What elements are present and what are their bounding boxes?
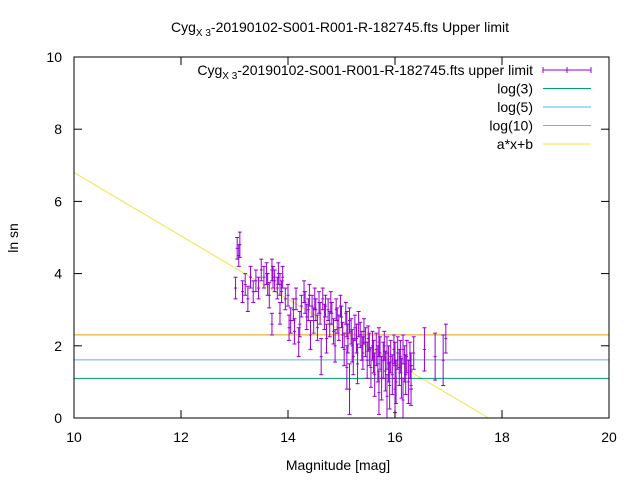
y-tick-label: 8: [54, 121, 62, 137]
x-axis-label: Magnitude [mag]: [286, 457, 390, 473]
data-point: [283, 287, 288, 311]
data-point: [253, 269, 258, 293]
data-point: [307, 283, 312, 307]
data-point: [384, 336, 389, 370]
data-point: [333, 329, 338, 363]
legend-label-subscript: X 3: [222, 71, 237, 82]
data-point: [318, 301, 323, 325]
data-point: [401, 377, 406, 418]
data-point: [378, 336, 383, 370]
plot-frame: [73, 56, 610, 419]
x-tick-label: 18: [494, 429, 510, 445]
y-tick-label: 2: [54, 338, 62, 354]
data-point: [404, 339, 409, 374]
y-tick-label: 0: [54, 410, 62, 426]
chart-title: CygX 3-20190102-S001-R001-R-182745.fts U…: [171, 19, 509, 39]
data-point: [286, 283, 290, 307]
data-point: [323, 294, 328, 318]
data-point: [275, 276, 280, 300]
data-point: [433, 332, 438, 381]
data-point: [267, 282, 272, 309]
axes: 10 12 14 16 18 20 0 2 4 6 8 10: [46, 49, 617, 445]
x-tick-label: 20: [601, 429, 617, 445]
data-point: [441, 334, 446, 387]
plot-inner: [74, 172, 609, 418]
data-point: [361, 318, 366, 345]
data-point: [233, 276, 238, 300]
data-point: [296, 327, 301, 358]
data-point: [372, 352, 377, 397]
chart-title-prefix: Cyg: [171, 19, 196, 35]
legend-label-prefix: Cyg: [197, 62, 222, 78]
x-tick-label: 12: [173, 429, 189, 445]
data-point: [376, 370, 381, 415]
data-point: [240, 280, 245, 303]
data-point: [319, 338, 324, 376]
data-point: [294, 287, 299, 311]
data-point: [245, 285, 250, 313]
chart-title-subscript: X 3: [196, 28, 211, 39]
data-point: [411, 336, 416, 370]
data-point: [388, 339, 393, 374]
data-point: [355, 343, 360, 385]
data-point: [342, 332, 347, 367]
data-point: [347, 363, 352, 415]
data-point: [303, 291, 308, 314]
x-tick-label: 16: [387, 429, 403, 445]
data-point: [259, 258, 264, 282]
legend-label-log10: log(10): [489, 118, 533, 134]
data-point: [243, 273, 248, 296]
legend-label-data: CygX 3-20190102-S001-R001-R-182745.fts u…: [197, 62, 533, 82]
y-tick-label: 4: [54, 266, 62, 282]
data-point: [256, 276, 261, 300]
legend-label-log3: log(3): [497, 81, 533, 97]
legend-label-log5: log(5): [497, 99, 533, 115]
legend: CygX 3-20190102-S001-R001-R-182745.fts u…: [197, 62, 592, 152]
y-axis-label: ln sn: [5, 223, 21, 253]
data-point: [352, 314, 357, 341]
data-point: [324, 323, 329, 354]
y-tick-label: 10: [46, 49, 62, 65]
data-point: [237, 231, 242, 258]
chart-title-suffix: -20190102-S001-R001-R-182745.fts Upper l…: [211, 19, 509, 35]
legend-label-fit: a*x+b: [497, 136, 533, 152]
data-point: [272, 269, 277, 293]
x-tick-label: 10: [66, 429, 82, 445]
data-point: [308, 320, 313, 350]
plot-area: [74, 172, 609, 418]
data-point: [387, 361, 392, 410]
data-point: [299, 294, 304, 318]
data-point: [277, 273, 282, 296]
y-tick-label: 6: [54, 193, 62, 209]
data-point: [384, 374, 389, 418]
data-point: [269, 312, 274, 336]
data-point: [277, 301, 282, 325]
x-tick-label: 14: [280, 429, 296, 445]
legend-label-suffix: -20190102-S001-R001-R-182745.fts upper l…: [237, 62, 533, 78]
data-point: [261, 265, 266, 289]
data-point: [292, 318, 297, 345]
data-point: [409, 365, 414, 406]
data-point: [320, 287, 325, 311]
data-point: [248, 265, 253, 289]
data-point: [443, 323, 448, 354]
data-point: [422, 327, 427, 372]
data-point: [336, 314, 341, 341]
data-point: [315, 314, 320, 341]
